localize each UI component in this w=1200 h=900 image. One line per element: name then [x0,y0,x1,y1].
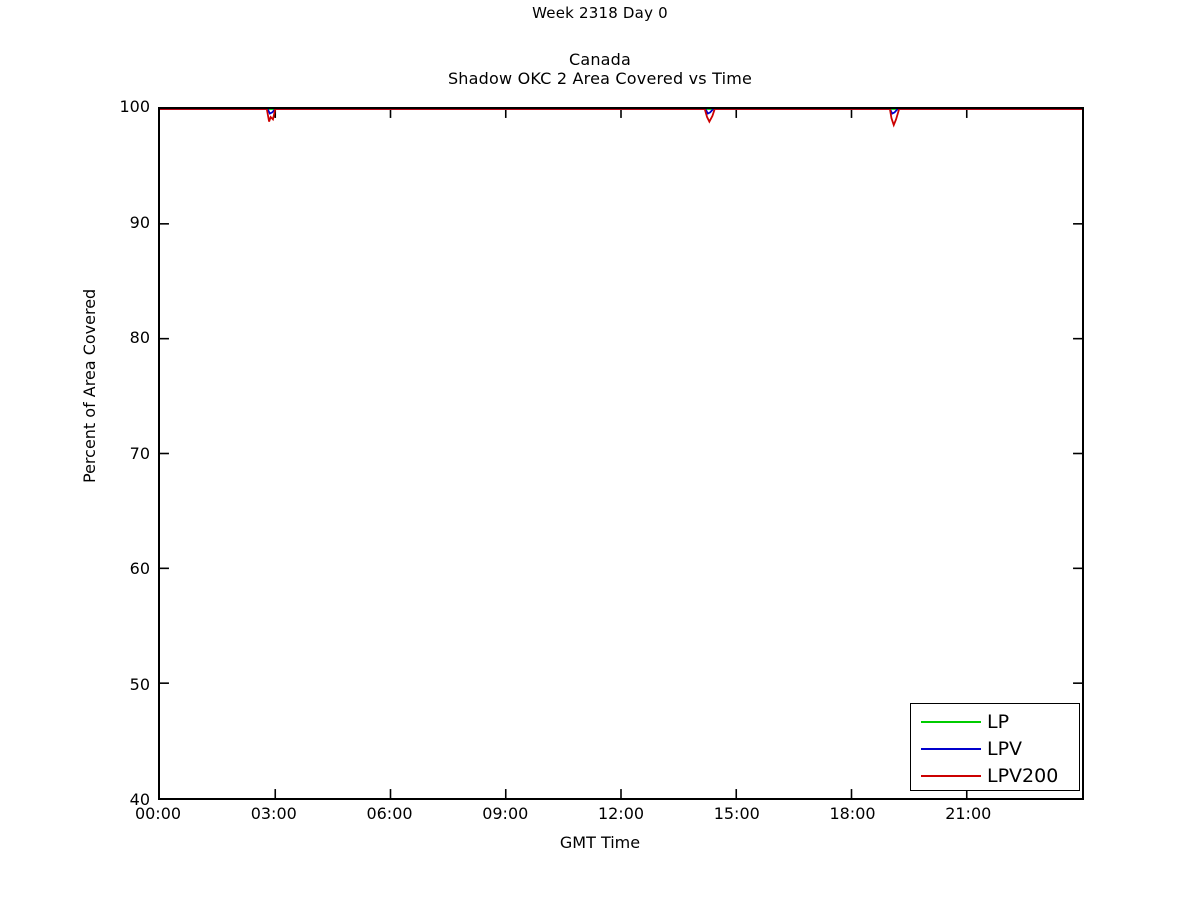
x-axis-tick-label: 21:00 [945,804,992,823]
y-axis-tick-label: 70 [129,443,150,463]
legend-color-swatch [921,775,981,777]
legend-color-swatch [921,721,981,723]
y-axis-tick-label: 100 [119,97,150,116]
x-axis-tick-label: 15:00 [713,804,760,823]
y-axis-tick-label: 50 [129,674,150,694]
legend-label: LPV [987,737,1023,760]
plot-canvas [160,109,1082,798]
x-axis-tick-label: 12:00 [597,804,645,823]
x-axis-title: GMT Time [559,833,641,852]
x-axis-tick-label: 09:00 [482,804,529,823]
x-axis-tick-label: 03:00 [250,804,297,823]
y-axis-tick-label: 80 [129,328,150,347]
legend-color-swatch [921,748,981,750]
legend-item-lpv200[interactable]: LPV200 [911,762,1081,790]
chart-subtitle: Shadow OKC 2 Area Covered vs Time [447,69,753,88]
legend-label: LPV200 [987,764,1059,787]
x-axis-tick-label: 18:00 [829,804,876,823]
legend-label: LP [987,710,1010,733]
x-axis-tick-label: 00:00 [134,804,182,823]
page-header-title: Week 2318 Day 0 [532,4,668,22]
y-axis-title: Percent of Area Covered [80,288,99,483]
y-axis-tick-label: 90 [129,212,150,232]
legend-item-lpv[interactable]: LPV [911,735,1081,763]
chart-legend: LP LPV LPV200 [910,703,1080,791]
y-axis-title-wrapper: Percent of Area Covered [80,289,99,483]
chart-title-block: Canada Shadow OKC 2 Area Covered vs Time [0,50,1200,88]
chart-title: Canada [568,50,632,69]
x-axis-tick-label: 06:00 [366,804,413,823]
series-line-lpv [160,109,1082,115]
y-axis-tick-label: 60 [129,559,150,578]
y-axis-tick-label: 40 [129,790,150,809]
series-line-lpv200 [160,109,1082,128]
plot-area [158,107,1084,800]
legend-item-lp[interactable]: LP [911,708,1081,736]
x-axis-tick-labels: 00:00 03:00 06:00 09:00 12:00 15:00 18:00 21:00 [0,806,1200,830]
y-axis-tick-labels: 40 50 60 70 80 90 100 [100,0,150,900]
